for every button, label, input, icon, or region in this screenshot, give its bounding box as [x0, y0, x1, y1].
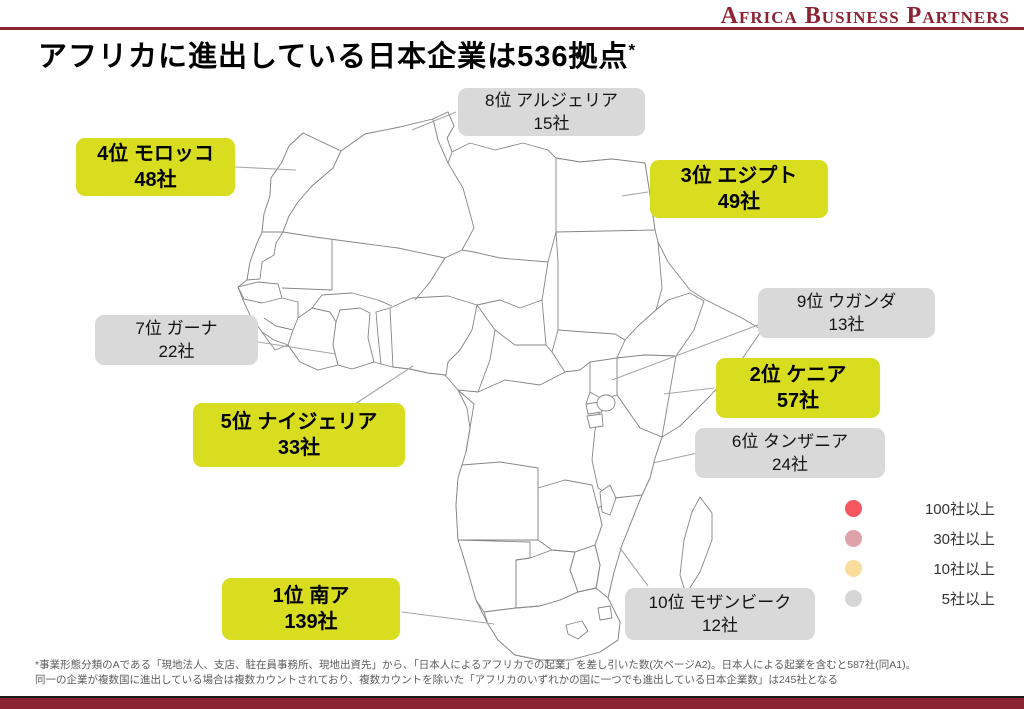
- header-divider: [0, 27, 1024, 30]
- callout-rank-country: 1位 南ア: [272, 585, 350, 607]
- country-eswatini: [597, 605, 613, 621]
- callout-count: 33社: [277, 437, 321, 459]
- footnote-line2: 同一の企業が複数国に進出している場合は複数カウントされており、複数カウントを除い…: [35, 673, 839, 686]
- callout-egypt: 3位 エジプト 49社: [650, 160, 828, 218]
- callout-count: 13社: [828, 315, 865, 334]
- bottom-black-rule: [0, 696, 1024, 698]
- country-angola: [455, 461, 539, 541]
- callout-count: 12社: [702, 616, 738, 635]
- colored-countries: [237, 111, 705, 661]
- callout-count: 48社: [134, 169, 177, 191]
- country-malawi: [599, 484, 617, 516]
- lake-victoria: [596, 394, 616, 412]
- legend-label: 10社以上: [933, 561, 995, 578]
- callout-uganda: 9位 ウガンダ 13社: [758, 288, 935, 338]
- callout-mozambique: 10位 モザンビーク 12社: [625, 588, 815, 640]
- callout-count: 57社: [776, 390, 820, 412]
- callout-rank-country: 5位 ナイジェリア: [220, 411, 378, 433]
- footnote: *事業形態分類のAである「現地法人、支店、駐在員事務所、現地出資先」から、「日本…: [35, 658, 1000, 687]
- callout-ghana: 7位 ガーナ 22社: [95, 315, 258, 365]
- callout-nigeria: 5位 ナイジェリア 33社: [193, 403, 405, 467]
- callout-rank-country: 3位 エジプト: [680, 165, 798, 187]
- legend-label: 100社以上: [924, 501, 995, 518]
- callout-morocco: 4位 モロッコ 48社: [76, 138, 235, 196]
- callout-rank-country: 7位 ガーナ: [135, 319, 218, 338]
- country-zambia: [537, 479, 603, 553]
- callout-rank-country: 8位 アルジェリア: [484, 91, 618, 110]
- callout-kenya: 2位 ケニア 57社: [716, 358, 880, 418]
- country-western-sahara: [246, 231, 284, 281]
- footnote-line1: *事業形態分類のAである「現地法人、支店、駐在員事務所、現地出資先」から、「日本…: [35, 659, 917, 671]
- callout-count: 139社: [284, 611, 338, 633]
- callout-tanzania: 6位 タンザニア 24社: [695, 428, 885, 478]
- country-uganda: [589, 357, 618, 401]
- brand-logo: Africa Business Partners: [720, 3, 1010, 29]
- callout-rank-country: 6位 タンザニア: [731, 432, 849, 451]
- page-title: アフリカに進出している日本企業は536拠点*: [38, 33, 636, 75]
- page-title-text: アフリカに進出している日本企業は536拠点: [38, 41, 629, 73]
- callout-count: 24社: [772, 455, 808, 474]
- page-title-asterisk: *: [628, 40, 637, 60]
- callout-rank-country: 10位 モザンビーク: [648, 593, 792, 612]
- callout-rank-country: 4位 モロッコ: [97, 143, 214, 165]
- legend-label: 30社以上: [933, 531, 995, 548]
- legend-row: 100社以上: [845, 498, 995, 519]
- callout-count: 49社: [717, 191, 761, 213]
- callout-count: 15社: [533, 114, 570, 133]
- country-madagascar: [679, 496, 713, 595]
- country-ghana: [332, 307, 375, 370]
- legend-label: 5社以上: [941, 591, 995, 608]
- callout-rank-country: 9位 ウガンダ: [796, 292, 897, 311]
- callout-count: 22社: [158, 342, 195, 361]
- country-burundi: [586, 413, 604, 429]
- country-borders: [261, 231, 713, 640]
- bottom-maroon-bar: [0, 698, 1024, 709]
- callout-rank-country: 2位 ケニア: [749, 364, 847, 386]
- country-lesotho: [565, 620, 589, 640]
- legend-swatch-yellow: [845, 560, 862, 577]
- callout-algeria: 8位 アルジェリア 15社: [458, 88, 645, 136]
- legend-swatch-gray: [845, 590, 862, 607]
- country-nigeria: [389, 295, 478, 376]
- callout-south-africa: 1位 南ア 139社: [222, 578, 400, 640]
- legend-row: 30社以上: [845, 528, 995, 549]
- legend-row: 10社以上: [845, 558, 995, 579]
- legend: 100社以上 30社以上 10社以上 5社以上: [845, 498, 995, 618]
- legend-swatch-pink: [845, 530, 862, 547]
- legend-row: 5社以上: [845, 588, 995, 609]
- legend-swatch-red: [845, 500, 862, 517]
- country-egypt: [555, 157, 656, 233]
